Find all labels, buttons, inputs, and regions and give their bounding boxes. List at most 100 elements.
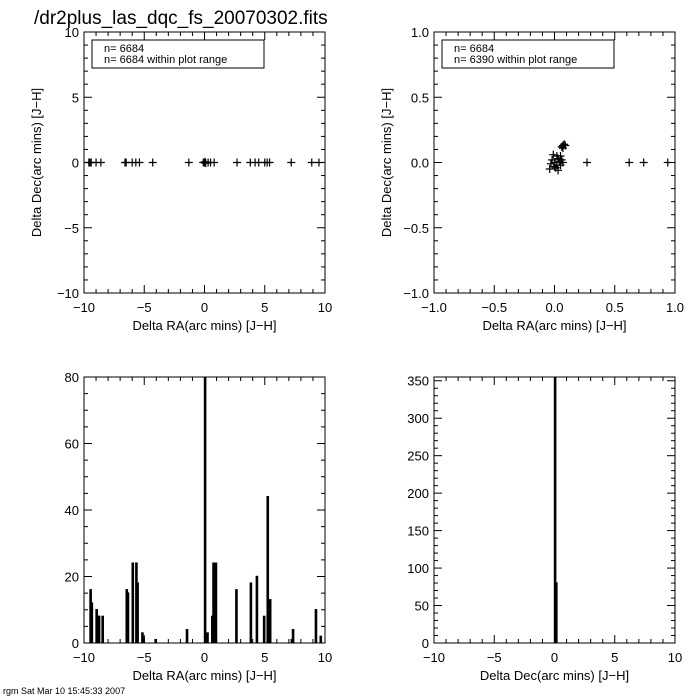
chart-panel-3: −10 −5 0 5 10 0 20 40 60 80 Delta RA(arc mins) [J−… [65,370,333,683]
legend-entry: n= 6390 within plot range [454,54,577,66]
data-point [554,166,563,175]
histogram-bar [185,629,189,643]
histogram-bar [262,615,266,643]
x-tick-label: 0 [551,650,558,665]
x-tick-label: 0 [201,300,208,315]
data-point [639,158,648,167]
chart-panel-1: −10 −5 0 5 10 −10 −5 0 5 10 Delta RA(arc mins) [J−… [29,25,332,333]
legend-entry: n= 6684 within plot range [104,54,227,66]
histogram-bar [314,609,318,643]
y-tick-label: 0 [72,156,79,171]
y-tick-label: 0 [422,636,429,651]
histogram-bar [319,635,323,643]
x-tick-label: 10 [668,650,682,665]
y-tick-label: 150 [407,524,429,539]
y-axis-label: Delta Dec(arc mins) [J−H] [29,88,44,237]
plot-area [84,157,323,168]
data-point [558,158,567,167]
histogram-bar [203,377,207,643]
figure-title: /dr2plus_las_dqc_fs_20070302.fits [34,8,328,29]
x-tick-label: −5 [487,650,502,665]
data-point [663,158,672,167]
histogram-bar [266,496,270,643]
histogram-bar [101,615,104,643]
x-tick-label: −5 [137,650,152,665]
data-point [96,158,105,167]
data-point [135,158,144,167]
x-tick-label: 0 [201,650,208,665]
x-axis-label: Delta RA(arc mins) [J−H] [132,318,276,333]
x-tick-label: 10 [318,650,332,665]
y-tick-label: 40 [65,503,79,518]
histogram-bar [126,592,130,643]
x-tick-label: −5 [137,300,152,315]
y-tick-label: 350 [407,374,429,389]
y-tick-label: −1.0 [403,286,429,301]
data-point [583,158,592,167]
y-tick-label: −0.5 [403,221,429,236]
x-tick-label: −1.0 [421,300,447,315]
y-tick-label: 100 [407,561,429,576]
y-tick-label: 60 [65,437,79,452]
data-point [287,158,296,167]
x-tick-label: 10 [318,300,332,315]
data-point [314,158,323,167]
y-tick-label: 250 [407,449,429,464]
x-tick-label: −10 [423,650,445,665]
histogram-bar [154,638,158,643]
data-point [558,144,567,153]
data-point [550,162,559,171]
data-point [556,151,565,160]
y-tick-label: 200 [407,486,429,501]
y-tick-label: 80 [65,370,79,385]
histogram-bar [142,637,145,643]
data-point [184,158,193,167]
histogram-bar [136,582,139,643]
y-tick-label: 10 [65,25,79,40]
x-tick-label: 0.0 [545,300,563,315]
x-tick-label: 1.0 [666,300,684,315]
y-tick-label: 5 [72,90,79,105]
data-point [625,158,634,167]
histogram-bar [97,615,101,643]
data-point [148,158,157,167]
histogram-bar [249,582,253,643]
y-tick-label: 20 [65,570,79,585]
legend-box [91,39,265,69]
plot-area [89,377,323,643]
footer-timestamp: rgm Sat Mar 10 15:45:33 2007 [3,686,125,696]
y-tick-label: 50 [415,599,429,614]
histogram-bar [235,589,238,643]
y-tick-label: 0.0 [411,156,429,171]
y-tick-label: 1.0 [411,25,429,40]
y-tick-label: −5 [64,221,79,236]
histogram-bar [553,377,557,643]
histogram-bar [131,562,135,643]
data-point [233,158,242,167]
data-point [210,158,219,167]
data-point [549,150,558,159]
data-point [560,140,569,149]
legend-box [441,39,615,69]
histogram-bar [555,582,558,643]
x-axis-label: Delta Dec(arc mins) [J−H] [480,668,629,683]
x-tick-label: −10 [73,650,95,665]
histogram-bar [90,602,94,643]
x-tick-label: −10 [73,300,95,315]
plot-area [545,140,672,175]
x-axis-label: Delta RA(arc mins) [J−H] [132,668,276,683]
plot-area [553,377,558,643]
histogram-bar [214,562,218,643]
legend-entry: n= 6684 [454,43,494,55]
y-tick-label: −10 [57,286,79,301]
y-tick-label: 300 [407,411,429,426]
x-axis-label: Delta RA(arc mins) [J−H] [482,318,626,333]
x-tick-label: 5 [611,650,618,665]
histogram-bar [255,575,259,643]
histogram-bar [206,632,209,643]
data-point [307,158,316,167]
legend-entry: n= 6684 [104,43,144,55]
histogram-bar [268,599,272,643]
